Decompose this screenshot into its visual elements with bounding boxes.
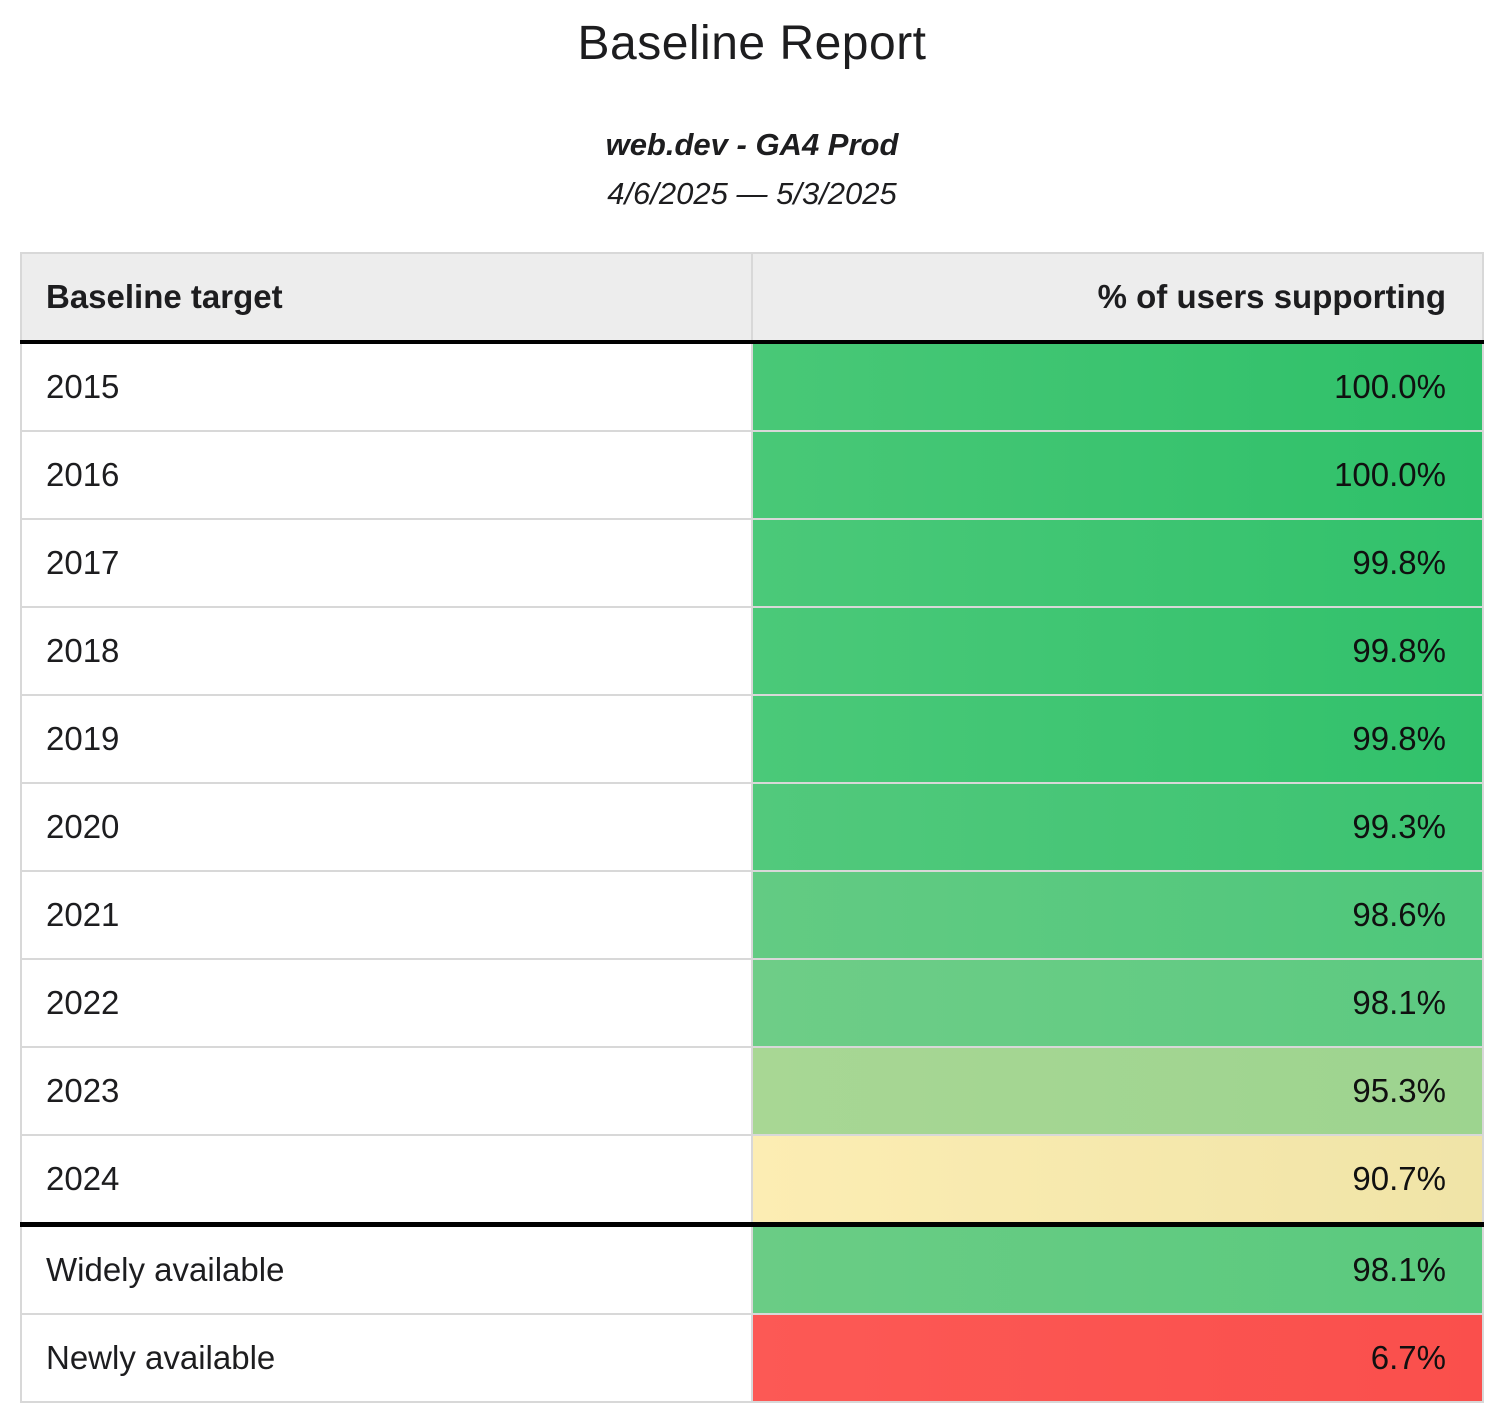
- table-row: 2019 99.8%: [20, 694, 1484, 784]
- column-header-users-supporting: % of users supporting: [751, 252, 1484, 344]
- value-cell: 95.3%: [751, 1046, 1484, 1136]
- baseline-target-cell: 2015: [20, 341, 753, 432]
- baseline-target-cell: 2018: [20, 606, 753, 696]
- value-cell: 98.1%: [751, 1222, 1484, 1315]
- table-row: Newly available 6.7%: [20, 1313, 1484, 1403]
- table-row: Widely available 98.1%: [20, 1222, 1484, 1315]
- baseline-target-cell: 2022: [20, 958, 753, 1048]
- table-row: 2024 90.7%: [20, 1134, 1484, 1226]
- baseline-target-cell: Newly available: [20, 1313, 753, 1403]
- baseline-target-cell: 2021: [20, 870, 753, 960]
- value-cell: 99.8%: [751, 606, 1484, 696]
- value-cell: 90.7%: [751, 1134, 1484, 1226]
- baseline-target-cell: 2016: [20, 430, 753, 520]
- table-row: 2018 99.8%: [20, 606, 1484, 696]
- value-cell: 100.0%: [751, 341, 1484, 432]
- baseline-target-cell: 2023: [20, 1046, 753, 1136]
- column-header-baseline-target: Baseline target: [20, 252, 753, 344]
- baseline-target-cell: 2020: [20, 782, 753, 872]
- baseline-target-cell: 2019: [20, 694, 753, 784]
- table-row: 2015 100.0%: [20, 341, 1484, 432]
- table-header: Baseline target % of users supporting: [20, 252, 1484, 344]
- table-row: 2017 99.8%: [20, 518, 1484, 608]
- value-cell: 100.0%: [751, 430, 1484, 520]
- baseline-target-cell: 2024: [20, 1134, 753, 1226]
- value-cell: 99.8%: [751, 518, 1484, 608]
- baseline-table: Baseline target % of users supporting 20…: [20, 252, 1484, 1403]
- value-cell: 99.8%: [751, 694, 1484, 784]
- value-cell: 98.6%: [751, 870, 1484, 960]
- table-row: 2022 98.1%: [20, 958, 1484, 1048]
- value-cell: 99.3%: [751, 782, 1484, 872]
- baseline-target-cell: Widely available: [20, 1222, 753, 1315]
- report-header: Baseline Report web.dev - GA4 Prod 4/6/2…: [0, 0, 1504, 212]
- table-body: 2015 100.0% 2016 100.0% 2017 99.8% 2018 …: [20, 341, 1484, 1403]
- value-cell: 6.7%: [751, 1313, 1484, 1403]
- report-subtitle: web.dev - GA4 Prod: [605, 127, 899, 162]
- table-header-row: Baseline target % of users supporting: [20, 252, 1484, 344]
- value-cell: 98.1%: [751, 958, 1484, 1048]
- table-row: 2021 98.6%: [20, 870, 1484, 960]
- baseline-target-cell: 2017: [20, 518, 753, 608]
- table-row: 2023 95.3%: [20, 1046, 1484, 1136]
- table-row: 2020 99.3%: [20, 782, 1484, 872]
- page-title: Baseline Report: [577, 17, 927, 70]
- report-date-range: 4/6/2025 — 5/3/2025: [607, 176, 897, 211]
- table-row: 2016 100.0%: [20, 430, 1484, 520]
